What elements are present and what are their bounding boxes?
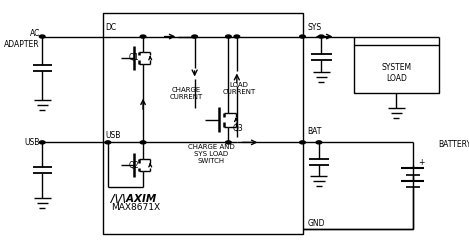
Text: Q2: Q2 <box>129 161 140 170</box>
Circle shape <box>316 141 322 144</box>
FancyBboxPatch shape <box>354 45 439 93</box>
Circle shape <box>300 35 305 38</box>
Text: GND: GND <box>307 219 325 228</box>
Text: CHARGE AND
SYS LOAD
SWITCH: CHARGE AND SYS LOAD SWITCH <box>188 144 234 164</box>
Text: DC: DC <box>106 22 117 32</box>
Text: SYS: SYS <box>307 22 321 32</box>
FancyBboxPatch shape <box>103 13 303 234</box>
Text: Q3: Q3 <box>233 124 244 133</box>
Text: USB: USB <box>106 131 121 140</box>
Text: +: + <box>418 158 425 167</box>
Circle shape <box>300 141 305 144</box>
Circle shape <box>226 141 231 144</box>
Text: MAX8671X: MAX8671X <box>112 203 160 212</box>
Circle shape <box>39 35 45 38</box>
Circle shape <box>140 35 146 38</box>
Circle shape <box>105 141 111 144</box>
Text: SYSTEM
LOAD: SYSTEM LOAD <box>381 64 411 83</box>
Circle shape <box>234 35 240 38</box>
Circle shape <box>192 35 197 38</box>
Circle shape <box>318 35 324 38</box>
Text: AC
ADAPTER: AC ADAPTER <box>4 29 40 49</box>
Text: Q1: Q1 <box>129 53 140 62</box>
Text: CHARGE
CURRENT: CHARGE CURRENT <box>170 87 203 100</box>
Circle shape <box>39 141 45 144</box>
Text: USB: USB <box>24 138 40 147</box>
Text: /\/\AXIM: /\/\AXIM <box>111 194 156 204</box>
Circle shape <box>226 35 231 38</box>
Text: BATTERY: BATTERY <box>439 140 469 149</box>
Circle shape <box>140 141 146 144</box>
Text: LOAD
CURRENT: LOAD CURRENT <box>223 82 256 95</box>
Text: BAT: BAT <box>307 127 322 136</box>
